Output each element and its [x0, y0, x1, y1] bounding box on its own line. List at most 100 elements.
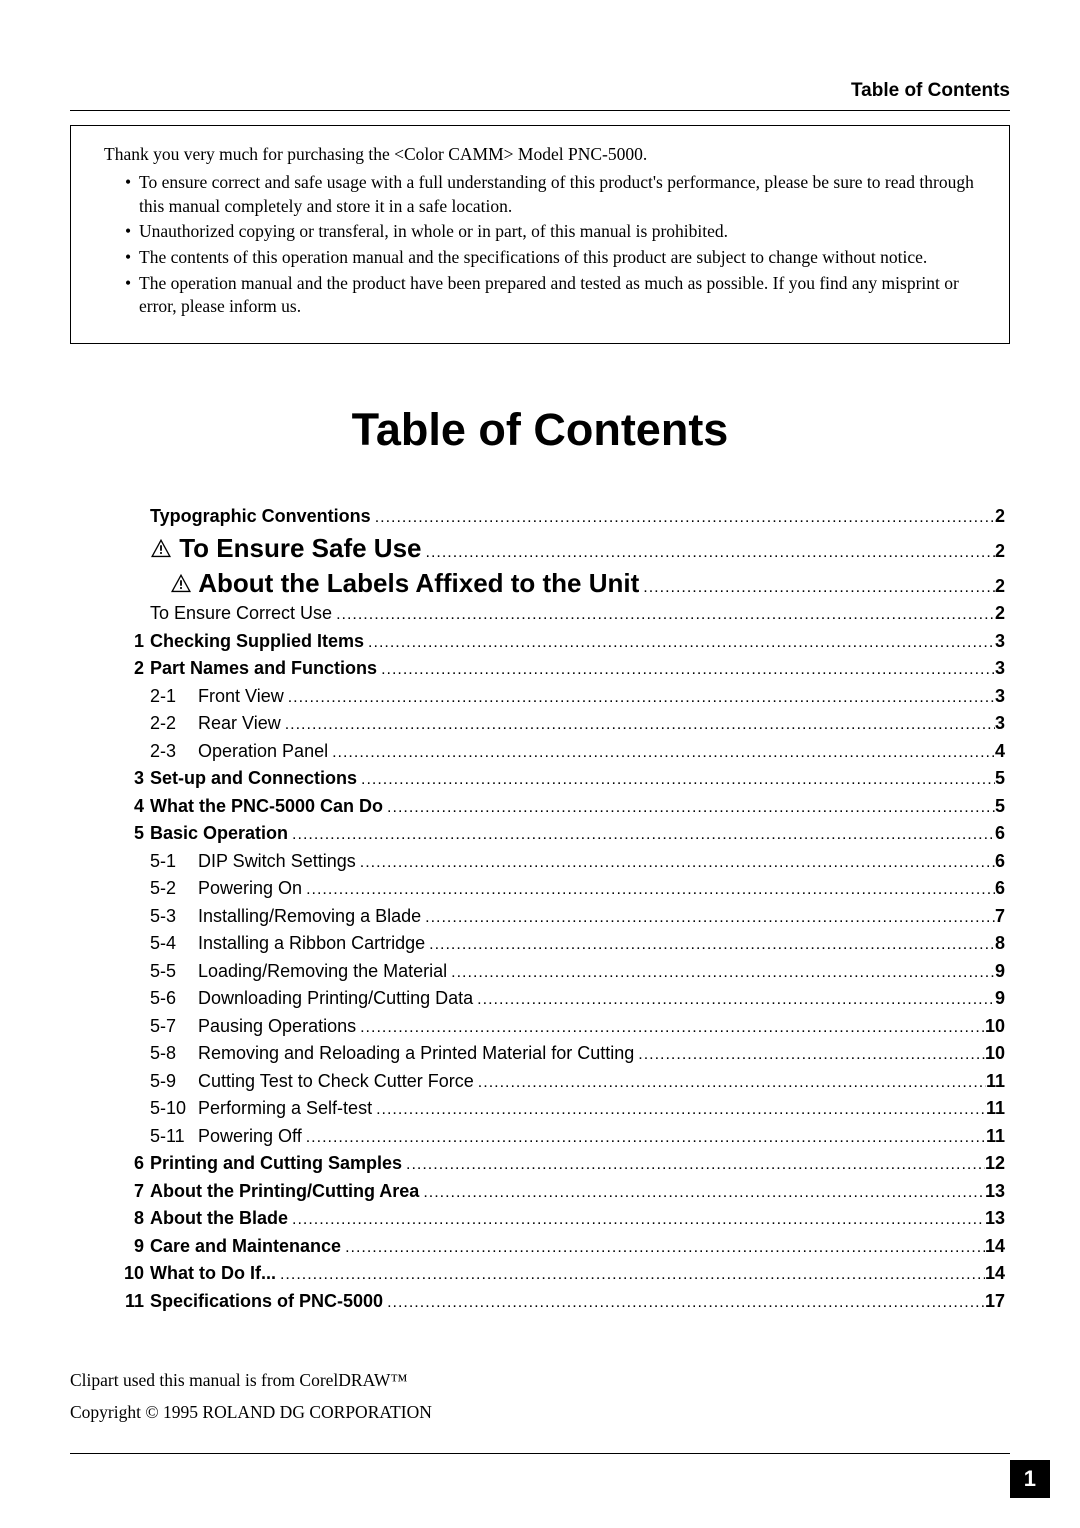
toc-row: 2-2Rear View 3 [120, 713, 1005, 734]
toc-chapter-number: 7 [120, 1181, 150, 1202]
toc-row: 4 What the PNC-5000 Can Do 5 [120, 796, 1005, 817]
toc-sub-number: 5-7 [150, 1016, 198, 1037]
toc-leader [302, 881, 995, 899]
intro-bullet: To ensure correct and safe usage with a … [125, 171, 981, 218]
toc-page: 7 [995, 906, 1005, 927]
footer-copyright: Copyright © 1995 ROLAND DG CORPORATION [70, 1397, 432, 1429]
toc-row: 5-1DIP Switch Settings 6 [120, 851, 1005, 872]
toc-row: 10 What to Do If... 14 [120, 1263, 1005, 1284]
toc-leader [383, 1294, 985, 1312]
toc-leader [302, 1129, 986, 1147]
intro-bullet: The contents of this operation manual an… [125, 246, 981, 270]
toc-chapter-number: 3 [120, 768, 150, 789]
toc-title: Downloading Printing/Cutting Data [198, 988, 473, 1009]
toc-title: To Ensure Safe Use [150, 533, 422, 564]
toc-title: Set-up and Connections [150, 768, 357, 789]
toc-title: Part Names and Functions [150, 658, 377, 679]
toc-chapter-number: 4 [120, 796, 150, 817]
toc-leader [634, 1046, 985, 1064]
toc-title: What the PNC-5000 Can Do [150, 796, 383, 817]
toc-title: Installing/Removing a Blade [198, 906, 421, 927]
toc-page: 2 [995, 541, 1005, 562]
toc-leader [473, 991, 995, 1009]
toc-page: 3 [995, 631, 1005, 652]
toc-title: Removing and Reloading a Printed Materia… [198, 1043, 634, 1064]
toc-row: To Ensure Correct Use 2 [120, 603, 1005, 624]
intro-list: To ensure correct and safe usage with a … [99, 171, 981, 319]
toc-sub-number: 5-1 [150, 851, 198, 872]
toc-row: 2 Part Names and Functions 3 [120, 658, 1005, 679]
toc-title: DIP Switch Settings [198, 851, 356, 872]
toc-row: 5 Basic Operation 6 [120, 823, 1005, 844]
toc-title: What to Do If... [150, 1263, 276, 1284]
toc-leader [383, 799, 995, 817]
toc-title: Checking Supplied Items [150, 631, 364, 652]
toc-chapter-number: 5 [120, 823, 150, 844]
toc-title: Front View [198, 686, 284, 707]
toc-row: About the Labels Affixed to the Unit2 [120, 568, 1005, 599]
toc-title: Cutting Test to Check Cutter Force [198, 1071, 474, 1092]
header-title: Table of Contents [70, 80, 1010, 102]
toc-page: 2 [995, 506, 1005, 527]
intro-bullet: Unauthorized copying or transferal, in w… [125, 220, 981, 244]
toc-row: Typographic Conventions 2 [120, 506, 1005, 527]
warning-icon [150, 533, 172, 563]
toc-page: 6 [995, 878, 1005, 899]
toc-leader [356, 1019, 985, 1037]
toc-leader [371, 509, 995, 527]
intro-box: Thank you very much for purchasing the <… [70, 125, 1010, 344]
toc-leader [341, 1239, 985, 1257]
toc-page: 17 [985, 1291, 1005, 1312]
toc-leader [447, 964, 995, 982]
toc-sub-number: 5-4 [150, 933, 198, 954]
toc-row: 2-3Operation Panel 4 [120, 741, 1005, 762]
toc-row: 5-8Removing and Reloading a Printed Mate… [120, 1043, 1005, 1064]
toc-row: 5-6Downloading Printing/Cutting Data 9 [120, 988, 1005, 1009]
toc-page: 14 [985, 1263, 1005, 1284]
toc-page: 9 [995, 961, 1005, 982]
toc-page: 3 [995, 658, 1005, 679]
toc-page: 6 [995, 851, 1005, 872]
toc-title: Typographic Conventions [150, 506, 371, 527]
footer-rule [70, 1453, 1010, 1454]
toc-sub-number: 5-10 [150, 1098, 198, 1119]
toc-sub-number: 5-8 [150, 1043, 198, 1064]
toc-title: Performing a Self-test [198, 1098, 372, 1119]
toc-row: 9 Care and Maintenance 14 [120, 1236, 1005, 1257]
toc-row: 5-11Powering Off 11 [120, 1126, 1005, 1147]
page-number: 1 [1010, 1460, 1050, 1498]
intro-bullet: The operation manual and the product hav… [125, 272, 981, 319]
toc-chapter-number: 8 [120, 1208, 150, 1229]
toc-title: Operation Panel [198, 741, 328, 762]
toc-row: 5-5Loading/Removing the Material 9 [120, 961, 1005, 982]
toc-chapter-number: 10 [120, 1263, 150, 1284]
toc-chapter-number: 1 [120, 631, 150, 652]
toc-sub-number: 5-6 [150, 988, 198, 1009]
toc-page: 6 [995, 823, 1005, 844]
toc-chapter-number: 9 [120, 1236, 150, 1257]
toc-row: 5-9Cutting Test to Check Cutter Force 11 [120, 1071, 1005, 1092]
header-rule [70, 110, 1010, 111]
toc-page: 4 [995, 741, 1005, 762]
toc-chapter-number: 11 [120, 1291, 150, 1312]
toc-page: 2 [995, 603, 1005, 624]
warning-icon [170, 568, 192, 598]
toc-sub-number: 2-3 [150, 741, 198, 762]
toc-leader [281, 716, 995, 734]
toc-page: 5 [995, 796, 1005, 817]
toc-leader [288, 826, 995, 844]
table-of-contents: Typographic Conventions 2 To Ensure Safe… [120, 506, 1005, 1312]
toc-page: 3 [995, 713, 1005, 734]
toc-leader [328, 744, 995, 762]
toc-sub-number: 5-3 [150, 906, 198, 927]
toc-row: 11 Specifications of PNC-5000 17 [120, 1291, 1005, 1312]
toc-page: 11 [986, 1098, 1005, 1119]
toc-leader [284, 689, 995, 707]
toc-title: Specifications of PNC-5000 [150, 1291, 383, 1312]
toc-row: 5-2Powering On 6 [120, 878, 1005, 899]
toc-page: 8 [995, 933, 1005, 954]
toc-title: About the Labels Affixed to the Unit [170, 568, 639, 599]
toc-row: To Ensure Safe Use 2 [120, 533, 1005, 564]
toc-leader [372, 1101, 986, 1119]
toc-title: To Ensure Correct Use [150, 603, 332, 624]
